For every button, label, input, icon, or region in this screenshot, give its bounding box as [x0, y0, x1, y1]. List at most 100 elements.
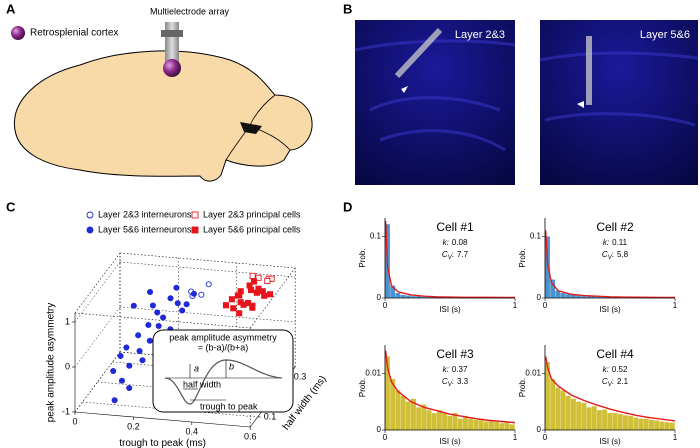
legend-marker	[86, 226, 94, 234]
scatter-point	[154, 309, 161, 316]
k-label: k:	[603, 238, 609, 247]
histogram-bar	[607, 413, 613, 430]
cv-sub: V	[608, 382, 613, 388]
scatter-point	[247, 286, 255, 294]
histogram-bar	[463, 415, 468, 430]
k-stat: k: 0.37	[443, 365, 468, 374]
scatter-point	[146, 337, 153, 344]
x-tick-label: 1	[513, 301, 518, 310]
y-axis-label: Prob.	[358, 248, 367, 267]
histogram-bar	[473, 419, 479, 430]
cell-title: Cell #1	[436, 220, 474, 234]
scatter-point	[167, 295, 174, 302]
histogram-bar	[545, 362, 550, 430]
brain-diagram	[11, 22, 313, 182]
x-tick-label: 0	[383, 433, 388, 442]
fit-curve	[544, 356, 676, 422]
histogram-bar	[571, 294, 576, 298]
fit-curve	[384, 221, 515, 299]
scatter-point	[240, 301, 247, 308]
scatter-point	[126, 362, 133, 369]
electrode-label: Multielectrode array	[150, 6, 230, 16]
cv-label: C	[442, 377, 448, 386]
histogram-bar	[643, 418, 649, 430]
scatter-point	[111, 397, 118, 404]
inset-a: a	[194, 363, 199, 373]
histogram-bar	[385, 356, 390, 430]
cv-value: 2.1	[617, 377, 629, 386]
scatter-point	[249, 272, 256, 279]
histogram-bar	[390, 379, 396, 430]
legend-marker	[191, 226, 199, 234]
x-tick-label: 0	[383, 301, 388, 310]
k-stat: k: 0.52	[603, 365, 628, 374]
cv-colon: :	[612, 250, 614, 259]
legend-marker	[191, 211, 199, 219]
histogram-bar	[489, 420, 494, 430]
y-tick-label: 0.1	[530, 232, 542, 241]
histogram-bar	[617, 414, 623, 430]
y-tick-label: 0	[537, 293, 542, 302]
histogram-bar	[405, 295, 411, 298]
cell-title: Cell #2	[596, 220, 634, 234]
histogram-bar	[612, 413, 618, 430]
histogram-bar	[591, 406, 597, 430]
x-axis	[74, 411, 251, 428]
histogram-bar	[602, 409, 608, 430]
histogram-bar	[416, 407, 422, 430]
cv-sub: V	[608, 255, 613, 261]
k-value: 0.08	[452, 238, 468, 247]
histogram-bar	[416, 296, 422, 298]
histogram-bar	[421, 404, 427, 430]
scatter-point	[173, 284, 180, 291]
histogram-bar	[638, 418, 644, 430]
image-label: Layer 5&6	[640, 29, 690, 41]
scatter-point	[222, 302, 230, 309]
histogram-bar	[395, 390, 401, 430]
y-axis-label: Prob.	[518, 248, 527, 267]
cv-stat: CV: 2.1	[602, 377, 629, 387]
histogram-bar	[405, 401, 411, 430]
x-tick-label: 1	[513, 433, 518, 442]
k-label: k:	[603, 365, 609, 374]
panel-label: C	[6, 199, 16, 214]
cv-label: C	[602, 250, 608, 259]
histogram-bar	[400, 294, 406, 298]
scatter-point	[236, 310, 243, 317]
histogram-bar	[597, 410, 602, 430]
histogram-bar	[426, 410, 432, 430]
x-axis-label: ISI (s)	[439, 437, 461, 446]
cv-stat: CV: 5.8	[602, 250, 629, 260]
scatter-point	[230, 305, 237, 312]
scatter-point	[149, 302, 156, 309]
y-tick-label: 1	[65, 316, 70, 326]
x-axis-label: ISI (s)	[599, 305, 621, 314]
image-label: Layer 2&3	[455, 29, 505, 41]
scatter-point	[183, 301, 190, 308]
histogram-bar	[483, 421, 489, 430]
scatter-point	[234, 292, 241, 299]
legend-label: Layer 5&6 principal cells	[203, 224, 301, 234]
cv-value: 5.8	[617, 250, 629, 259]
histogram-bar	[560, 390, 566, 430]
histogram-bar	[664, 422, 670, 430]
scatter-point	[255, 274, 262, 281]
histogram-bar	[576, 401, 582, 430]
histogram-bar	[602, 296, 608, 298]
histogram-bar	[504, 422, 510, 430]
x-tick-label: 0.2	[127, 421, 140, 431]
histogram-bar	[457, 418, 463, 430]
histogram-bar	[468, 418, 474, 430]
histogram-bar	[400, 396, 406, 430]
histogram-bar	[565, 294, 571, 298]
y-axis-label: peak amplitude asymmetry	[46, 303, 57, 423]
cv-label: C	[442, 250, 448, 259]
legend-label: Layer 2&3 principal cells	[203, 209, 301, 219]
cell-title: Cell #4	[596, 347, 634, 361]
cv-stat: CV: 3.3	[442, 377, 469, 387]
scatter-point	[267, 291, 274, 298]
fit-curve	[544, 230, 676, 299]
scatter-point	[123, 344, 130, 351]
histogram-bar	[395, 293, 401, 298]
scatter-point	[126, 384, 133, 392]
